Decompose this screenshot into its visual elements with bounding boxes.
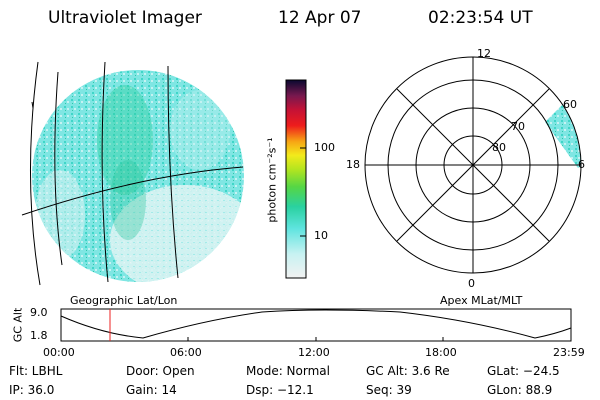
mlat-label-80: 80	[492, 141, 506, 154]
info-glat: GLat: −24.5	[487, 364, 560, 378]
geographic-label: Geographic Lat/Lon	[70, 294, 178, 307]
instrument-title: Ultraviolet Imager	[48, 8, 202, 28]
info-seq: Seq: 39	[366, 383, 412, 397]
date-label: 12 Apr 07	[278, 8, 362, 28]
mlt-label-6: 6	[578, 158, 585, 171]
colorbar	[285, 79, 307, 279]
alt-ytick-bottom: 1.8	[30, 329, 48, 342]
altitude-plot	[60, 308, 572, 342]
colorbar-tick-10: 10	[314, 229, 328, 242]
info-glon: GLon: 88.9	[487, 383, 553, 397]
alt-xtick: 12:00	[298, 346, 330, 359]
alt-ytick-top: 9.0	[30, 306, 48, 319]
info-door: Door: Open	[126, 364, 195, 378]
info-mode: Mode: Normal	[246, 364, 330, 378]
mlat-label-70: 70	[511, 120, 525, 133]
info-ip: IP: 36.0	[9, 383, 55, 397]
info-gain: Gain: 14	[126, 383, 177, 397]
info-gcalt: GC Alt: 3.6 Re	[366, 364, 450, 378]
colorbar-unit-label: photon cm⁻²s⁻¹	[265, 137, 279, 223]
geographic-grid	[21, 61, 244, 286]
alt-xtick: 00:00	[43, 346, 75, 359]
info-dsp: Dsp: −12.1	[246, 383, 314, 397]
mlt-label-18: 18	[346, 158, 360, 171]
info-flt: Flt: LBHL	[9, 364, 63, 378]
alt-xtick: 18:00	[425, 346, 457, 359]
uvi-disc-image	[32, 70, 244, 282]
colorbar-tick-100: 100	[314, 141, 335, 154]
mlt-label-0: 0	[468, 277, 475, 290]
alt-ylabel: GC Alt	[11, 307, 25, 343]
mlat-label-60: 60	[563, 98, 577, 111]
alt-xtick: 06:00	[170, 346, 202, 359]
time-label: 02:23:54 UT	[428, 8, 533, 28]
apex-label: Apex MLat/MLT	[440, 294, 523, 307]
alt-xtick: 23:59	[553, 346, 585, 359]
mlt-label-12: 12	[477, 47, 491, 60]
polar-plot	[364, 56, 582, 274]
